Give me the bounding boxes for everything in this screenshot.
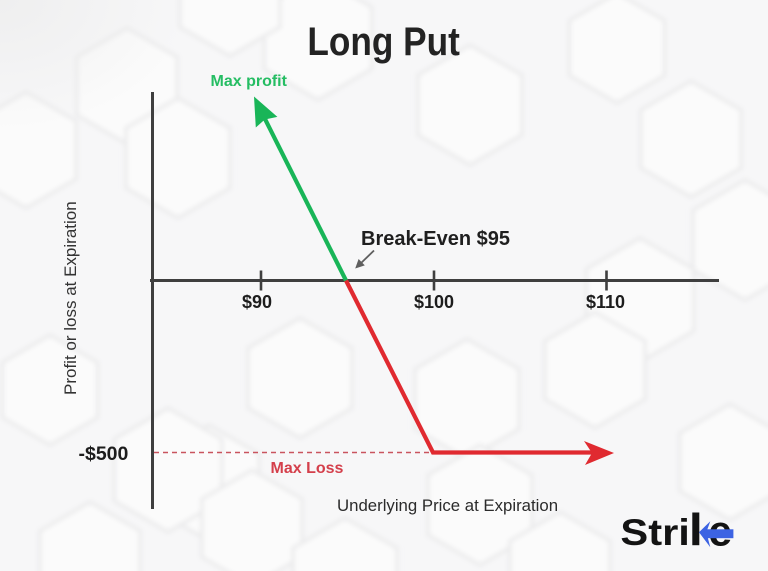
- svg-text:Stri: Stri: [620, 512, 690, 553]
